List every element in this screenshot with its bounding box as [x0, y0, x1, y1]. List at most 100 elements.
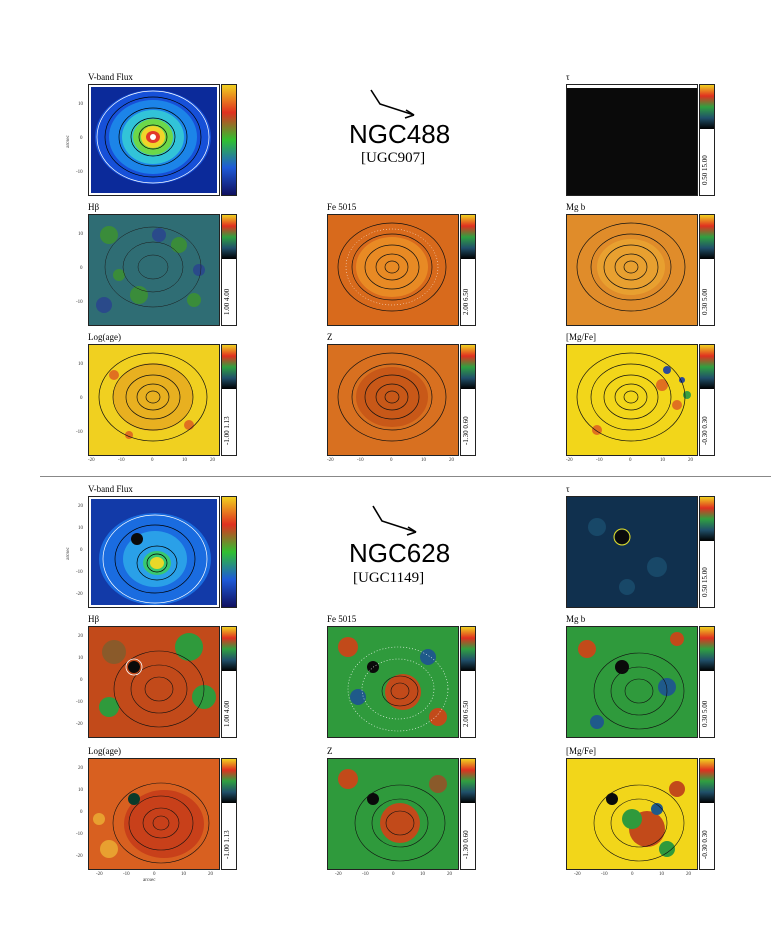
axis-tick-label: 10: [78, 362, 83, 367]
color-bar: -1.00 1.13: [221, 344, 237, 456]
axis-tick-label: 0: [80, 810, 83, 815]
axis-tick-label: 20: [686, 872, 691, 877]
color-range: -1.00 1.13: [223, 830, 231, 859]
panel-title: Fe 5015: [327, 614, 357, 624]
color-bar: -1.30 0.60: [460, 758, 476, 870]
axis-tick-label: 20: [688, 458, 693, 463]
color-bar: 1.00 4.00: [221, 214, 237, 326]
panel-title: Hβ: [88, 614, 100, 624]
map-panel-mgfe: [Mg/Fe] -0.30 0.30 -20 -10 0 10 20: [566, 746, 716, 878]
axis-tick-label: 10: [78, 788, 83, 793]
panel-title: τ: [566, 72, 570, 82]
axis-tick-label: -10: [76, 430, 83, 435]
axis-tick-label: 10: [421, 458, 426, 463]
map-panel-vband: V-band Flux 10 0 -10 arcsec: [66, 72, 238, 204]
map-image: [88, 214, 220, 326]
map-panel-z: Z -1.30 0.60 -20 -10 0 10 20: [327, 332, 477, 464]
axis-tick-label: -20: [76, 854, 83, 859]
map-panel-z: Z -1.30 0.60 -20 -10 0 10 20: [327, 746, 477, 878]
axis-tick-label: 0: [80, 548, 83, 553]
axis-tick-label: -10: [76, 300, 83, 305]
color-bar: [221, 84, 237, 196]
axis-tick-label: -20: [88, 458, 95, 463]
map-panel-vband: V-band Flux 20 10 0 -10 -20 arcsec: [66, 484, 238, 616]
color-range: 1.00 4.00: [223, 700, 231, 727]
panel-title: τ: [566, 484, 570, 494]
color-bar: -0.30 0.30: [699, 344, 715, 456]
axis-tick-label: 20: [78, 634, 83, 639]
axis-tick-label: -10: [596, 458, 603, 463]
axis-tick-label: 0: [80, 396, 83, 401]
separator: [40, 476, 771, 477]
axis-tick-label: 20: [449, 458, 454, 463]
color-range: 0.30 5.00: [701, 288, 709, 315]
map-panel-fe5015: Fe 5015 2.00 6.50: [327, 614, 477, 746]
y-axis-label: arcsec: [65, 135, 71, 148]
map-image: [88, 496, 220, 608]
axis-tick-label: 10: [660, 458, 665, 463]
color-range: -1.00 1.13: [223, 416, 231, 445]
axis-tick-label: 0: [631, 872, 634, 877]
map-image: [566, 626, 698, 738]
color-range: -1.30 0.60: [462, 830, 470, 859]
axis-tick-label: 0: [390, 458, 393, 463]
axis-tick-label: -10: [118, 458, 125, 463]
axis-tick-label: -20: [76, 722, 83, 727]
axis-tick-label: -20: [566, 458, 573, 463]
axis-tick-label: -20: [96, 872, 103, 877]
color-range: 0.50 15.00: [701, 567, 709, 597]
color-bar: [221, 496, 237, 608]
color-bar: 0.30 5.00: [699, 626, 715, 738]
axis-tick-label: 10: [78, 526, 83, 531]
map-panel-hbeta: Hβ 1.00 4.00 10 0 -10: [76, 202, 238, 334]
color-range: 2.00 6.50: [462, 288, 470, 315]
map-panel-fe5015: Fe 5015 2.00 6.50: [327, 202, 477, 334]
color-range: -0.30 0.30: [701, 416, 709, 445]
x-axis-label: arcsec: [143, 878, 156, 883]
axis-tick-label: -10: [123, 872, 130, 877]
axis-tick-label: -10: [357, 458, 364, 463]
axis-tick-label: 20: [210, 458, 215, 463]
axis-tick-label: -10: [362, 872, 369, 877]
map-panel-logage: Log(age) -1.00 1.13 20 10 0 -10 -20 -20 …: [76, 746, 238, 883]
color-range: 2.00 6.50: [462, 700, 470, 727]
axis-tick-label: 10: [78, 232, 83, 237]
axis-tick-label: 20: [208, 872, 213, 877]
color-range: -1.30 0.60: [462, 416, 470, 445]
axis-tick-label: 10: [78, 656, 83, 661]
arrow-icon: [372, 505, 417, 536]
panel-title: V-band Flux: [88, 484, 133, 494]
map-image: [566, 758, 698, 870]
galaxy-name: NGC628: [349, 538, 451, 568]
color-range: 1.00 4.00: [223, 288, 231, 315]
axis-tick-label: 10: [182, 458, 187, 463]
axis-tick-label: 0: [153, 872, 156, 877]
map-image: [566, 344, 698, 456]
map-image: [88, 344, 220, 456]
panel-title: [Mg/Fe]: [566, 332, 596, 342]
axis-tick-label: -20: [327, 458, 334, 463]
color-bar: 0.50 15.00: [699, 496, 715, 608]
map-image: [327, 214, 459, 326]
axis-tick-label: 0: [629, 458, 632, 463]
color-bar: 0.50 15.00: [699, 84, 715, 196]
map-image: [88, 758, 220, 870]
map-panel-tau: τ 0.50 15.00: [566, 484, 716, 616]
axis-tick-label: 0: [80, 136, 83, 141]
axis-tick-label: -20: [76, 592, 83, 597]
axis-tick-label: 0: [151, 458, 154, 463]
panel-title: V-band Flux: [88, 72, 133, 82]
panel-title: Fe 5015: [327, 202, 357, 212]
color-bar: 2.00 6.50: [460, 626, 476, 738]
map-panel-mgfe: [Mg/Fe] -0.30 0.30 -20 -10 0 10 20: [566, 332, 716, 464]
axis-tick-label: 0: [80, 266, 83, 271]
map-image: [566, 214, 698, 326]
galaxy-name: NGC488: [349, 119, 451, 149]
axis-tick-label: 10: [181, 872, 186, 877]
axis-tick-label: -10: [601, 872, 608, 877]
axis-tick-label: -10: [76, 832, 83, 837]
color-bar: 0.30 5.00: [699, 214, 715, 326]
axis-tick-label: 20: [447, 872, 452, 877]
panel-title: [Mg/Fe]: [566, 746, 596, 756]
y-axis-label: arcsec: [65, 547, 71, 560]
